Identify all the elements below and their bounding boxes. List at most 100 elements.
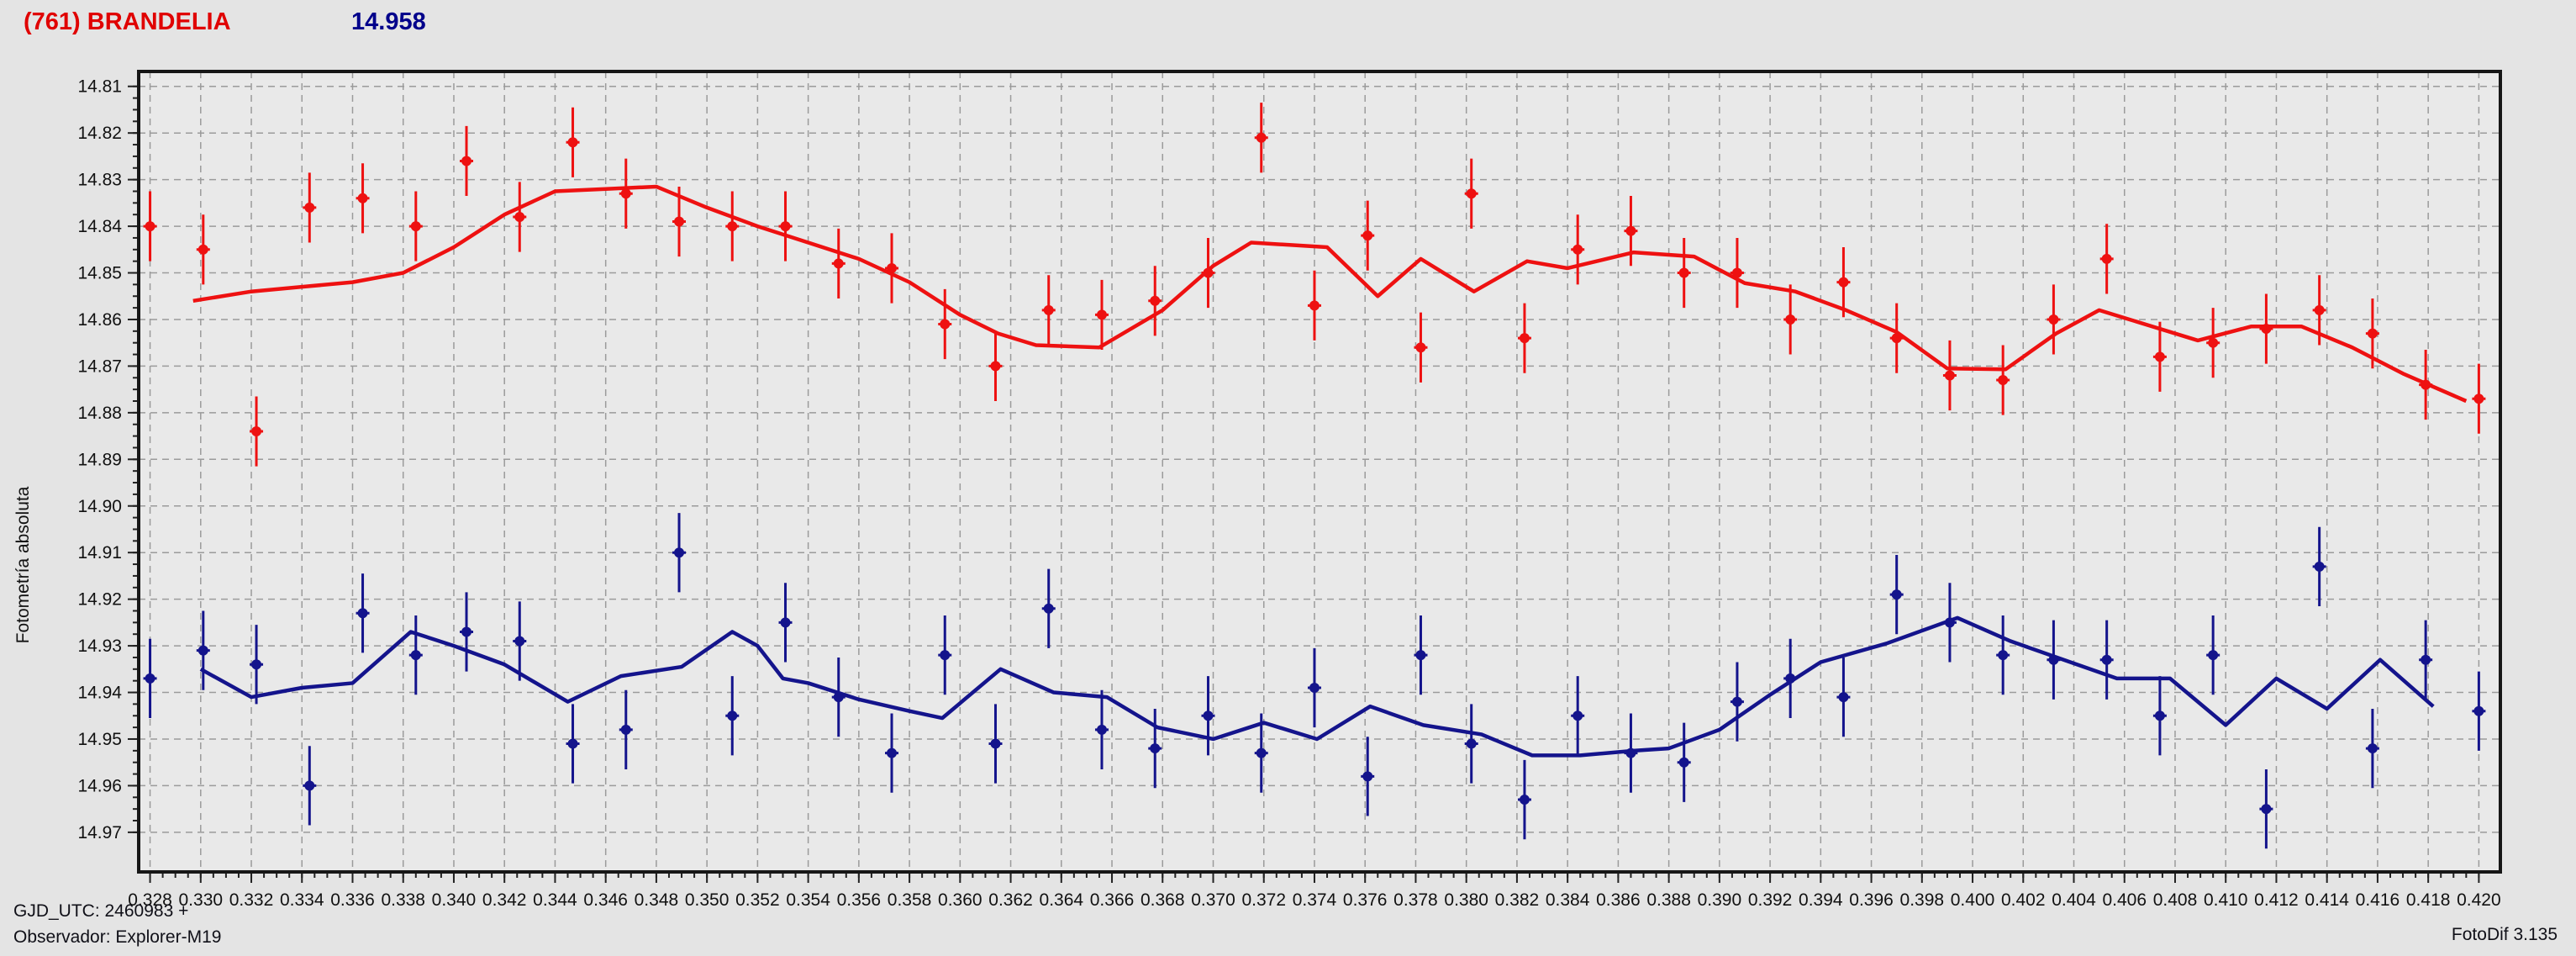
x-tick-label: 0.354	[786, 890, 830, 910]
filter-2-blue-data-point	[357, 608, 368, 619]
y-tick-label: 14.93	[77, 636, 122, 656]
filter-1-red-data-point	[198, 244, 208, 255]
filter-1-red-data-point	[2261, 324, 2272, 335]
filter-1-red-data-point	[1466, 188, 1477, 199]
x-tick-label: 0.328	[128, 890, 172, 910]
filter-2-blue-data-point	[1043, 603, 1054, 614]
y-tick-label: 14.89	[77, 450, 122, 469]
x-tick-label: 0.404	[2052, 890, 2096, 910]
x-tick-label: 0.370	[1191, 890, 1235, 910]
filter-1-red-data-point	[727, 221, 738, 232]
filter-1-red-data-point	[145, 221, 155, 232]
x-tick-label: 0.402	[2001, 890, 2046, 910]
filter-1-red-data-point	[1625, 225, 1636, 236]
filter-1-red-data-point	[1256, 132, 1267, 143]
filter-2-blue-data-point	[1096, 724, 1107, 735]
filter-2-blue-data-point	[1256, 747, 1267, 758]
filter-2-blue-data-point	[2154, 710, 2165, 721]
y-tick-label: 14.92	[77, 590, 122, 610]
x-tick-label: 0.336	[330, 890, 375, 910]
x-tick-label: 0.400	[1951, 890, 1995, 910]
x-tick-label: 0.412	[2254, 890, 2299, 910]
x-tick-label: 0.374	[1293, 890, 1337, 910]
filter-1-red-data-point	[887, 262, 898, 273]
x-tick-label: 0.378	[1393, 890, 1438, 910]
filter-2-blue-data-point	[780, 617, 791, 628]
y-tick-label: 14.86	[77, 310, 122, 330]
app-version-label: FotoDif 3.135	[2451, 925, 2558, 944]
gjd-utc-label: GJD_UTC: 2460983 +	[13, 901, 189, 921]
filter-1-red-data-point	[2473, 393, 2484, 404]
x-tick-label: 0.348	[635, 890, 679, 910]
filter-1-red-data-point	[1572, 244, 1583, 255]
filter-1-red-data-point	[1785, 314, 1796, 325]
x-tick-label: 0.394	[1799, 890, 1843, 910]
y-tick-label: 14.96	[77, 776, 122, 795]
filter-2-blue-data-point	[674, 547, 685, 558]
filter-1-red-data-point	[2367, 328, 2378, 339]
filter-2-blue-data-point	[1309, 682, 1320, 693]
filter-1-red-data-point	[1891, 333, 1902, 344]
x-tick-label: 0.364	[1040, 890, 1084, 910]
x-tick-label: 0.368	[1140, 890, 1185, 910]
filter-1-red-data-point	[2154, 351, 2165, 362]
y-tick-label: 14.87	[77, 357, 122, 376]
filter-2-blue-data-point	[1203, 710, 1214, 721]
filter-2-blue-data-point	[1150, 743, 1161, 754]
filter-1-red-data-point	[1731, 267, 1742, 278]
x-tick-label: 0.406	[2102, 890, 2147, 910]
filter-2-blue-data-point	[2367, 743, 2378, 754]
x-tick-label: 0.410	[2204, 890, 2248, 910]
x-tick-label: 0.376	[1343, 890, 1388, 910]
filter-2-blue-data-point	[1838, 692, 1849, 703]
filter-1-red-data-point	[304, 202, 315, 213]
filter-2-blue-data-point	[1731, 696, 1742, 707]
filter-2-blue-data-point	[461, 626, 472, 637]
x-tick-label: 0.380	[1444, 890, 1488, 910]
y-tick-label: 14.90	[77, 497, 122, 516]
y-tick-label: 14.84	[77, 217, 122, 236]
filter-2-blue-data-point	[304, 780, 315, 791]
x-tick-label: 0.386	[1596, 890, 1641, 910]
filter-2-blue-data-point	[1944, 617, 1955, 628]
x-tick-label: 0.358	[888, 890, 932, 910]
filter-2-blue-data-point	[2101, 654, 2112, 665]
y-tick-label: 14.94	[77, 684, 122, 703]
x-tick-label: 0.366	[1090, 890, 1135, 910]
filter-1-red-data-point	[1362, 230, 1373, 241]
x-tick-label: 0.362	[988, 890, 1033, 910]
x-tick-label: 0.338	[381, 890, 425, 910]
filter-2-blue-data-point	[514, 636, 525, 647]
filter-2-blue-data-point	[2208, 650, 2219, 661]
x-tick-label: 0.350	[685, 890, 730, 910]
filter-1-red-data-point	[940, 319, 951, 330]
magnitude-value: 14.958	[351, 8, 426, 35]
filter-2-blue-data-point	[1519, 795, 1530, 805]
filter-2-blue-data-point	[145, 673, 155, 684]
filter-1-red-data-point	[1678, 267, 1689, 278]
filter-1-red-data-point	[1203, 267, 1214, 278]
filter-1-red-data-point	[1998, 375, 2009, 386]
x-tick-label: 0.342	[482, 890, 527, 910]
filter-1-red-data-point	[2048, 314, 2059, 325]
filter-2-blue-data-point	[251, 659, 262, 670]
filter-1-red-data-point	[461, 156, 472, 166]
filter-2-blue-data-point	[198, 645, 208, 656]
filter-2-blue-data-point	[2473, 705, 2484, 716]
filter-2-blue-data-point	[887, 747, 898, 758]
y-tick-label: 14.83	[77, 171, 122, 190]
filter-1-red-data-point	[357, 193, 368, 203]
chart-header: (761) BRANDELIA 14.958	[0, 5, 2576, 35]
x-tick-label: 0.396	[1849, 890, 1894, 910]
x-tick-label: 0.372	[1241, 890, 1286, 910]
x-tick-label: 0.420	[2457, 890, 2501, 910]
y-tick-label: 14.91	[77, 543, 122, 563]
filter-1-red-data-point	[780, 221, 791, 232]
filter-1-red-data-point	[567, 137, 578, 148]
filter-2-blue-data-point	[2421, 654, 2431, 665]
filter-2-blue-data-point	[1625, 747, 1636, 758]
x-tick-label: 0.414	[2305, 890, 2349, 910]
filter-1-red-data-point	[251, 426, 262, 437]
x-tick-label: 0.392	[1748, 890, 1793, 910]
